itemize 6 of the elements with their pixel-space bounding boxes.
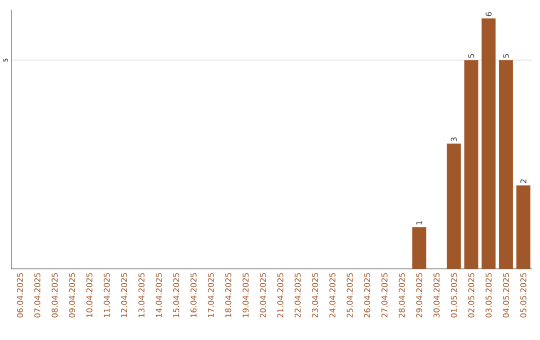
bar — [412, 227, 426, 269]
bar — [464, 60, 478, 269]
bar — [446, 144, 461, 269]
bar — [516, 185, 530, 269]
bar — [498, 60, 513, 269]
bar — [482, 18, 496, 269]
